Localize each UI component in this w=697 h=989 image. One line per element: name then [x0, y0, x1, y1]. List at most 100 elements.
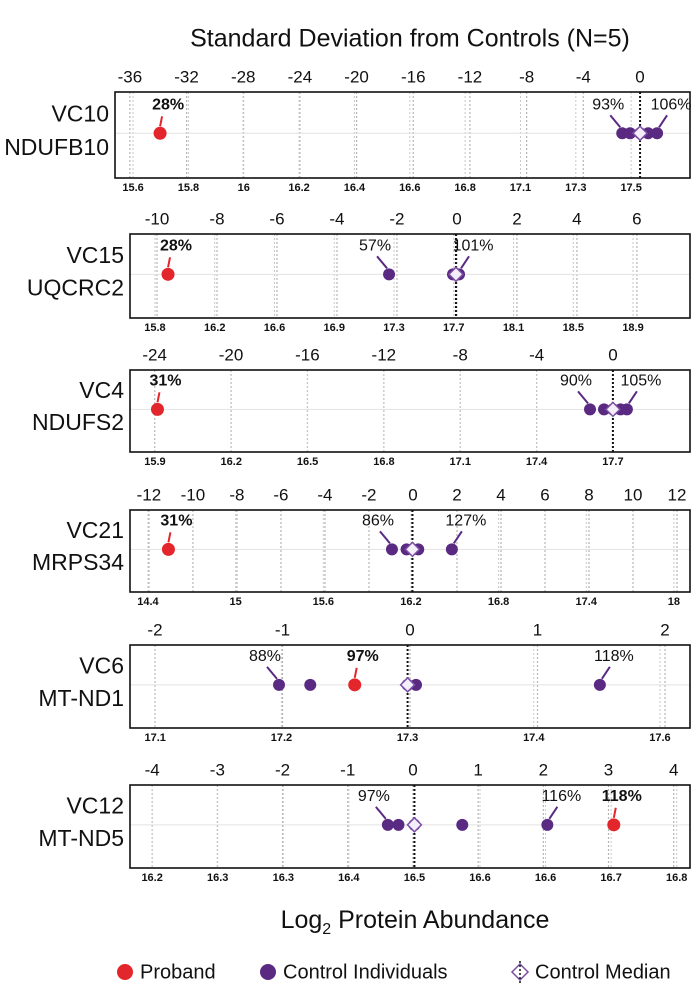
control-point: [593, 678, 606, 691]
top-tick-label: 3: [604, 760, 613, 779]
bottom-tick-label: 18.1: [503, 322, 524, 334]
panel-label: VC10: [51, 100, 109, 126]
bottom-tick-label: 16.8: [488, 596, 509, 608]
bottom-tick-label: 16.5: [404, 872, 425, 884]
proband-point: [150, 402, 164, 416]
top-tick-label: 4: [496, 485, 505, 504]
top-tick-label: -3: [210, 760, 225, 779]
x-axis-label-part: Protein Abundance: [331, 906, 549, 934]
control-point: [598, 403, 611, 416]
top-tick-label: 2: [539, 760, 548, 779]
percent-label: 90%: [560, 373, 592, 390]
top-tick-label: 6: [540, 485, 549, 504]
label-leader: [601, 666, 611, 680]
bottom-tick-label: 17.7: [443, 322, 464, 334]
top-tick-label: -8: [209, 209, 224, 228]
proband-point: [161, 542, 175, 556]
label-leader: [577, 390, 589, 405]
bottom-tick-label: 16.6: [399, 182, 420, 194]
proband-label: 118%: [602, 788, 642, 805]
bottom-tick-label: 16.2: [141, 872, 162, 884]
bottom-tick-label: 15.8: [144, 322, 165, 334]
bottom-tick-label: 14.4: [137, 596, 159, 608]
top-tick-label: -36: [118, 67, 143, 86]
bottom-tick-label: 17.1: [510, 182, 531, 194]
panel: VC15 UQCRC2 -10 -8 -6 -4 -2 0 2 4 6 15.8 16.2 16.6 16.…: [27, 209, 691, 334]
bottom-tick-label: 16.8: [373, 456, 394, 468]
label-leader: [156, 392, 161, 403]
bottom-tick-label: 17.3: [565, 182, 586, 194]
legend-label: Control Individuals: [283, 961, 448, 983]
top-tick-label: -4: [145, 760, 160, 779]
top-tick-label: 2: [512, 209, 521, 228]
top-tick-label: -4: [576, 67, 591, 86]
proband-label: 31%: [149, 373, 181, 390]
x-axis-label-subscript: 2: [322, 921, 331, 938]
median-marker: [604, 401, 621, 418]
top-tick-label: -6: [269, 209, 284, 228]
proband-label: 97%: [347, 648, 379, 665]
bottom-tick-label: 18: [668, 596, 680, 608]
top-tick-label: -10: [181, 485, 206, 504]
bottom-tick-label: 16.6: [264, 322, 285, 334]
legend-label: Proband: [140, 961, 216, 983]
panel-frame: [129, 784, 691, 869]
bottom-tick-label: 17.4: [576, 596, 598, 608]
percent-label: 127%: [445, 513, 486, 530]
median-marker: [404, 541, 421, 558]
top-tick-label: -20: [219, 345, 244, 364]
top-tick-label: -8: [229, 485, 244, 504]
proband-label: 28%: [160, 238, 192, 255]
bottom-tick-label: 16.2: [221, 456, 242, 468]
bottom-tick-label: 16.7: [600, 872, 621, 884]
top-tick-label: -20: [344, 67, 369, 86]
median-marker: [399, 676, 416, 693]
label-leader: [167, 257, 172, 268]
proband-label: 31%: [160, 513, 192, 530]
top-tick-label: -4: [529, 345, 544, 364]
bottom-tick-label: 16.2: [204, 322, 225, 334]
label-leader: [353, 667, 358, 679]
panel: VC21 MRPS34 -12 -10 -8 -6 -4 -2 0 2 4 6 8 10 12 14.4 15 1…: [32, 485, 691, 608]
control-point: [381, 818, 394, 831]
control-point: [620, 403, 633, 416]
bottom-tick-label: 16.3: [207, 872, 228, 884]
bottom-tick-label: 16: [238, 182, 250, 194]
panel-label: MT-ND5: [38, 825, 124, 851]
panel-frame: [129, 644, 691, 729]
top-tick-label: 4: [572, 209, 581, 228]
percent-label: 93%: [592, 96, 624, 113]
median-marker: [631, 125, 649, 142]
top-tick-label: -4: [329, 209, 344, 228]
bottom-tick-label: 17.3: [397, 732, 418, 744]
top-tick-label: -1: [275, 620, 290, 639]
label-leader: [266, 666, 278, 680]
top-tick-label: 6: [632, 209, 641, 228]
control-point: [392, 818, 405, 831]
top-tick-label: 0: [452, 209, 461, 228]
bottom-tick-label: 15.6: [313, 596, 334, 608]
control-point: [410, 678, 423, 691]
proband-label: 28%: [152, 96, 184, 113]
label-leader: [460, 255, 470, 269]
label-leader: [612, 807, 617, 819]
top-tick-label: 0: [408, 485, 417, 504]
bottom-tick-label: 17.5: [620, 182, 641, 194]
bottom-tick-label: 15.8: [178, 182, 199, 194]
percent-label: 86%: [362, 513, 394, 530]
control-point: [456, 818, 469, 831]
control-point: [541, 818, 554, 831]
top-tick-label: -32: [174, 67, 199, 86]
bottom-tick-label: 17.2: [271, 732, 292, 744]
top-tick-label: -12: [137, 485, 162, 504]
percent-label: 106%: [651, 96, 692, 113]
bottom-tick-label: 16.8: [454, 182, 475, 194]
top-tick-label: 0: [608, 345, 617, 364]
control-point: [383, 268, 396, 281]
percent-label: 118%: [594, 648, 634, 665]
proband-point: [153, 126, 167, 140]
panel-label: UQCRC2: [27, 275, 124, 301]
top-tick-label: -24: [288, 67, 313, 86]
percent-label: 57%: [359, 238, 391, 255]
panel-label: MRPS34: [32, 549, 124, 575]
